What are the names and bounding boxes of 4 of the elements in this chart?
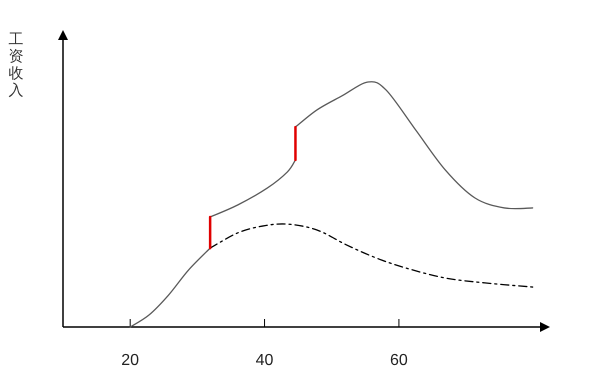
y-axis-title: 工资收入 — [8, 31, 24, 99]
x-tick-label: 60 — [390, 352, 408, 369]
x-tick-label: 40 — [256, 352, 274, 369]
x-tick-label: 20 — [121, 352, 140, 369]
